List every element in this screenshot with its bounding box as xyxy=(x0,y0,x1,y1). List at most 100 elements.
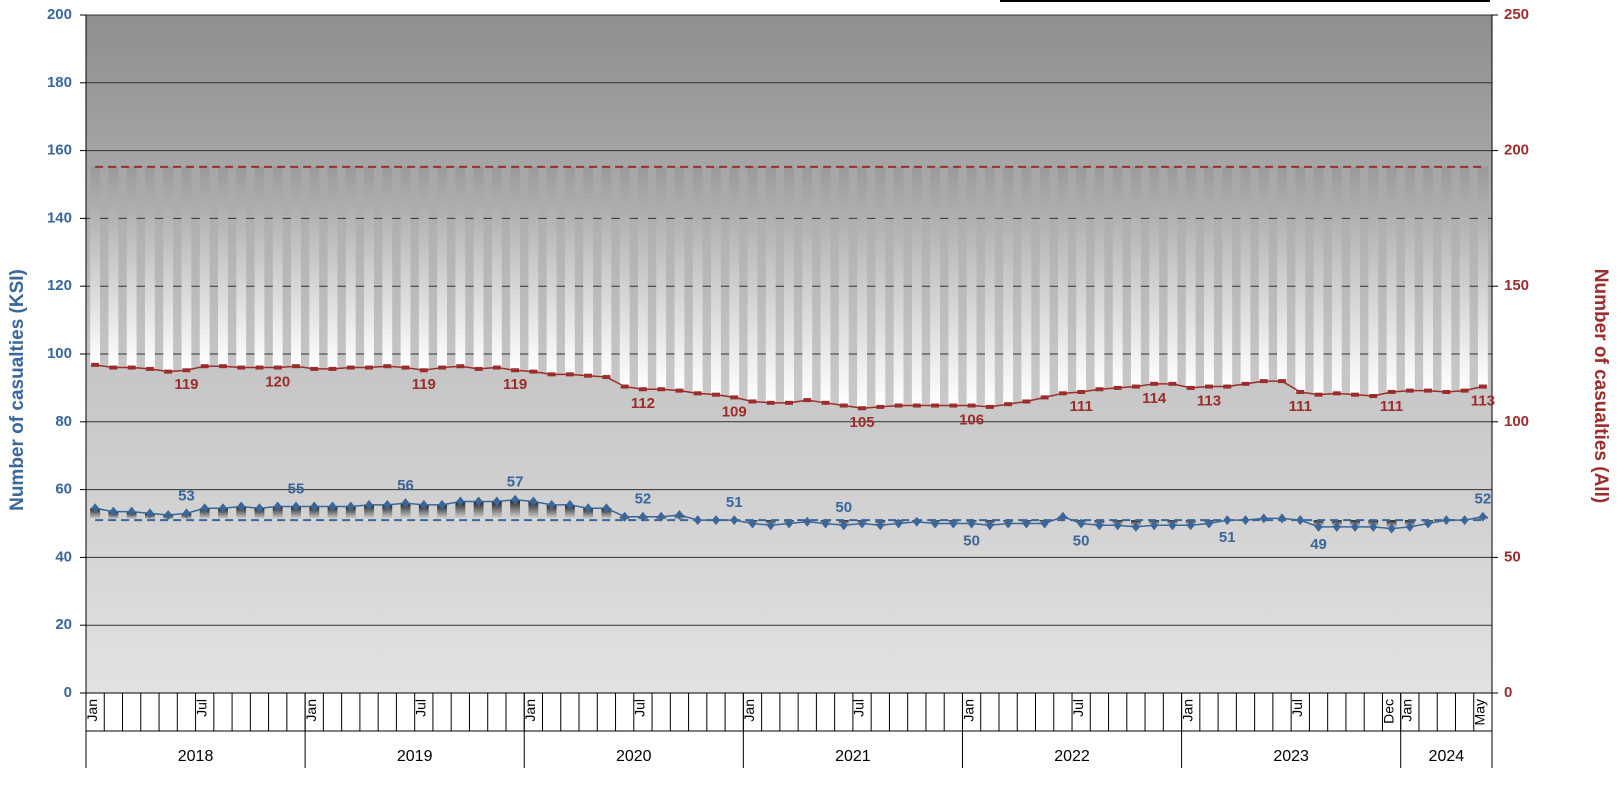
x-tick-label: Dec xyxy=(1380,699,1396,724)
range-bar xyxy=(345,166,356,368)
range-bar xyxy=(345,506,356,521)
marker xyxy=(1296,515,1305,526)
range-bar xyxy=(455,501,466,521)
range-bar xyxy=(546,166,557,375)
range-bar xyxy=(108,166,119,368)
marker xyxy=(529,496,538,507)
range-bar xyxy=(199,508,210,521)
marker xyxy=(127,506,136,517)
marker xyxy=(803,398,812,403)
data-label: 119 xyxy=(174,376,198,393)
x-group-label: 2023 xyxy=(1273,748,1309,765)
marker xyxy=(766,400,775,405)
marker xyxy=(164,510,173,521)
range-bar xyxy=(382,166,393,367)
data-label: 57 xyxy=(507,474,524,491)
marker xyxy=(839,403,848,408)
marker xyxy=(1442,389,1451,394)
range-bar xyxy=(1404,166,1415,391)
range-bar xyxy=(1112,166,1123,388)
range-bar xyxy=(1441,166,1452,392)
marker xyxy=(803,516,812,527)
data-label: 50 xyxy=(835,499,852,516)
range-bar xyxy=(327,506,338,521)
x-tick-label: Jan xyxy=(522,699,538,722)
x-tick-label: Jul xyxy=(413,699,429,717)
marker xyxy=(164,369,173,374)
marker xyxy=(1004,402,1013,407)
marker xyxy=(456,364,465,369)
marker xyxy=(91,362,100,367)
x-tick-label: Jul xyxy=(1289,699,1305,717)
marker xyxy=(547,372,556,377)
marker xyxy=(931,518,940,529)
marker xyxy=(1241,515,1250,526)
range-bar xyxy=(418,166,429,371)
x-tick-label: Jan xyxy=(1399,699,1415,722)
marker xyxy=(255,503,264,514)
range-bar xyxy=(1003,166,1014,405)
y-tick-label: 180 xyxy=(47,74,72,91)
range-bar xyxy=(1204,166,1214,387)
marker xyxy=(1150,520,1159,531)
y-tick-label: 200 xyxy=(47,6,72,23)
marker xyxy=(1131,521,1140,532)
x-tick-label: Jan xyxy=(741,699,757,722)
marker xyxy=(438,365,447,370)
range-bar xyxy=(966,166,977,406)
marker xyxy=(1223,384,1232,389)
marker xyxy=(182,508,191,519)
range-bar xyxy=(1131,166,1141,387)
range-bar xyxy=(564,166,575,375)
x-tick-label: Jan xyxy=(960,699,976,722)
marker xyxy=(638,511,647,522)
range-bar xyxy=(619,166,630,387)
range-bar xyxy=(236,506,247,521)
data-label: 53 xyxy=(178,487,195,504)
marker xyxy=(91,503,100,514)
range-bar xyxy=(491,501,502,521)
marker xyxy=(1077,389,1086,394)
marker xyxy=(1405,388,1414,393)
marker xyxy=(1478,511,1487,522)
x-group-label: 2018 xyxy=(178,748,214,765)
marker xyxy=(730,515,739,526)
marker xyxy=(200,364,209,369)
range-bar xyxy=(1039,166,1050,398)
marker xyxy=(419,499,428,510)
marker xyxy=(529,369,538,374)
marker xyxy=(1131,384,1140,389)
y-axis-title: Number of casualties (KSI) xyxy=(7,269,28,511)
marker xyxy=(474,366,483,371)
x-group-label: 2021 xyxy=(835,748,871,765)
marker xyxy=(657,511,666,522)
x-tick-label: May xyxy=(1472,699,1488,725)
marker xyxy=(456,496,465,507)
marker xyxy=(492,365,501,370)
marker xyxy=(985,520,994,531)
data-label: 55 xyxy=(288,481,305,498)
range-bar xyxy=(254,508,265,521)
range-bar xyxy=(747,166,758,402)
marker xyxy=(145,366,154,371)
marker xyxy=(711,515,720,526)
marker xyxy=(383,364,392,369)
data-label: 119 xyxy=(503,376,527,393)
y-tick-label: 20 xyxy=(55,616,72,633)
marker xyxy=(1478,384,1487,389)
marker xyxy=(401,365,410,370)
range-bar xyxy=(510,166,521,371)
y2-tick-label: 50 xyxy=(1504,548,1521,565)
marker xyxy=(1278,379,1287,384)
y-tick-label: 80 xyxy=(55,413,72,430)
range-bar xyxy=(181,166,192,371)
marker xyxy=(328,501,337,512)
marker xyxy=(620,511,629,522)
range-bar xyxy=(911,166,922,406)
marker xyxy=(876,404,885,409)
marker xyxy=(584,373,593,378)
marker xyxy=(346,501,355,512)
marker xyxy=(1369,521,1378,532)
marker xyxy=(1204,384,1213,389)
range-bar xyxy=(674,166,685,391)
